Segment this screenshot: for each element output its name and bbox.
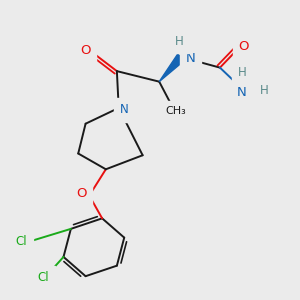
Text: N: N xyxy=(186,52,195,65)
Text: CH₃: CH₃ xyxy=(165,106,186,116)
Text: H: H xyxy=(175,35,184,48)
Text: N: N xyxy=(237,86,247,99)
Text: H: H xyxy=(260,84,268,97)
Text: Cl: Cl xyxy=(38,272,49,284)
Text: N: N xyxy=(120,103,129,116)
Text: O: O xyxy=(238,40,249,53)
Polygon shape xyxy=(159,54,185,82)
Text: H: H xyxy=(238,66,246,80)
Text: O: O xyxy=(80,44,91,57)
Text: Cl: Cl xyxy=(15,235,27,248)
Text: O: O xyxy=(76,187,86,200)
